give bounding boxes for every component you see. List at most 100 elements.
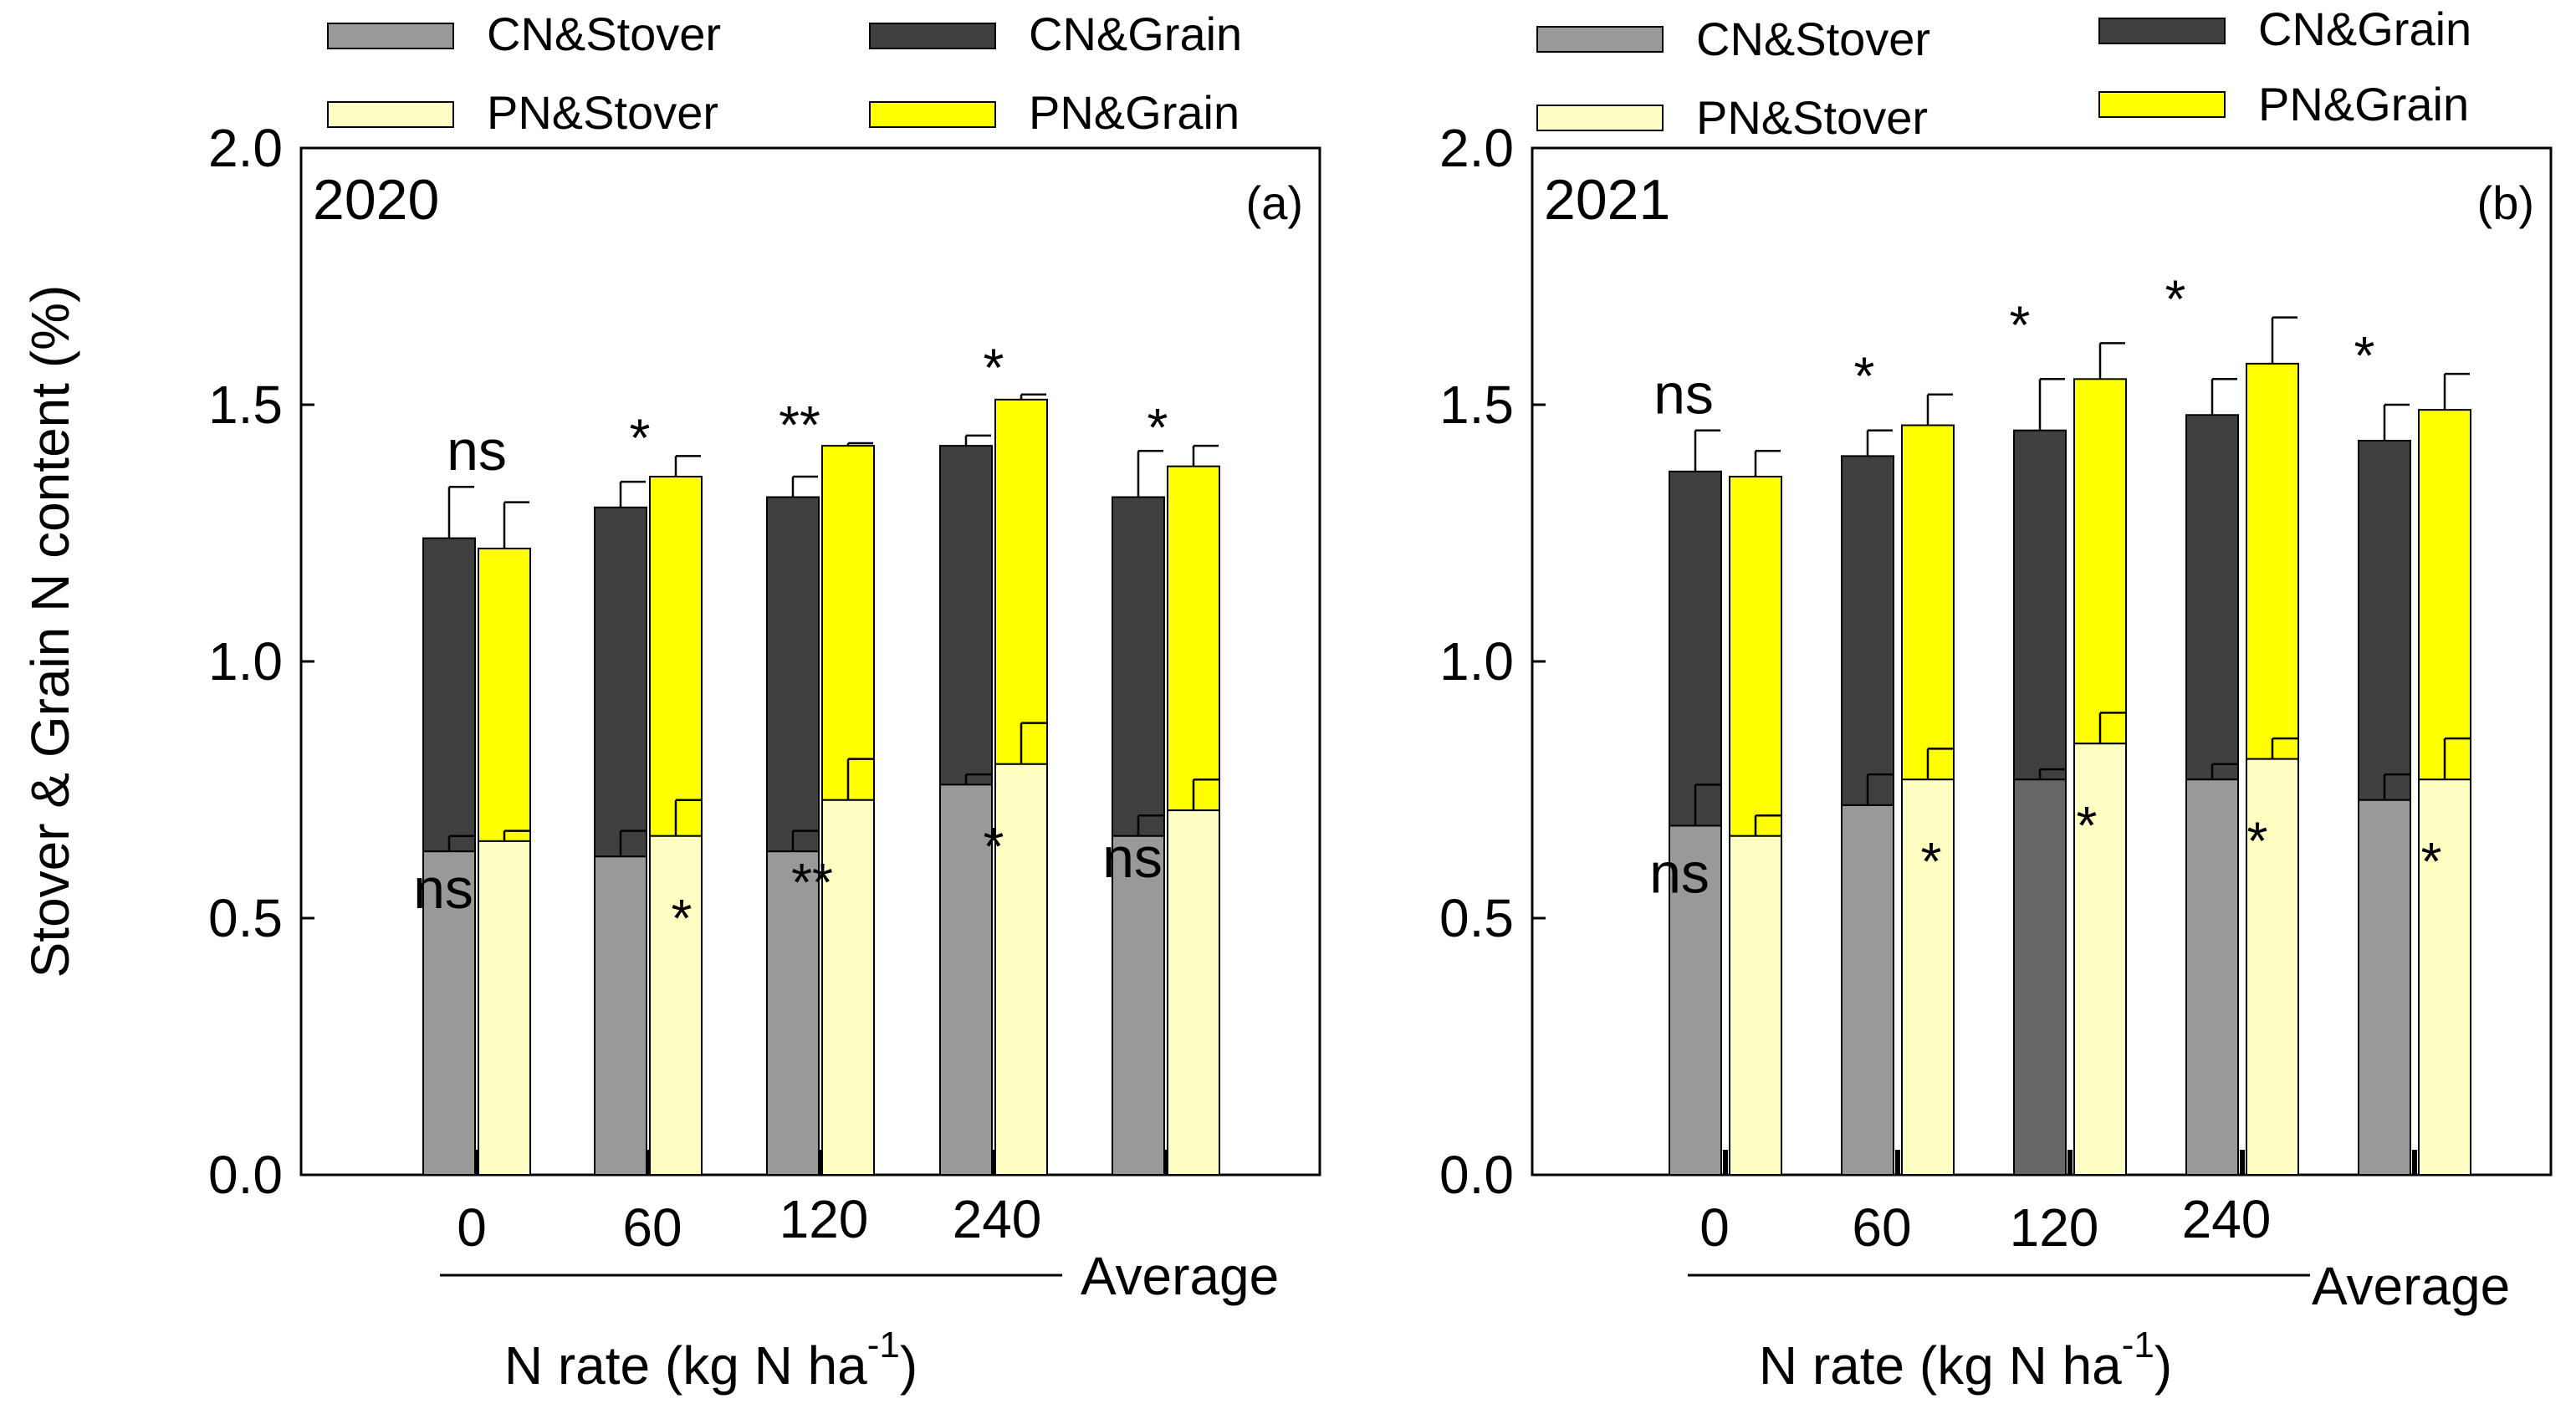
legend-label-pn-stover: PN&Stover [487, 86, 718, 139]
bar-cn-grain [594, 506, 647, 858]
x-tick [2067, 1150, 2073, 1175]
legend-swatch-pn-stover [327, 101, 454, 128]
x-tick-label: 120 [2010, 1197, 2099, 1258]
x-tick-label: 0 [1699, 1197, 1730, 1258]
bar-pn-stover [1167, 809, 1220, 1176]
panel-label: (b) [2477, 176, 2534, 229]
bar-pn-grain [1729, 475, 1782, 837]
y-tick-label: 0.5 [1439, 888, 1514, 948]
bar-cn-grain [766, 496, 820, 853]
y-tick-label: 0.0 [1439, 1145, 1514, 1205]
y-tick-label: 0.5 [208, 888, 283, 948]
stover-significance: ns [413, 857, 473, 921]
legend-label-pn-grain: PN&Grain [2258, 78, 2469, 130]
legend-2020: CN&Stover CN&Grain PN&Stover PN&Grain [327, 8, 1242, 139]
panel-2020: CN&Stover CN&Grain PN&Stover PN&Grain 20… [208, 8, 1321, 1396]
bar-pn-grain [478, 547, 531, 842]
x-average-label: Average [1081, 1246, 1279, 1306]
stover-significance: * [984, 816, 1004, 876]
bar-cn-stover [766, 850, 820, 1176]
bar-pn-stover [649, 835, 703, 1176]
bar-cn-grain [2013, 429, 2067, 781]
grain-significance: ns [1653, 363, 1714, 426]
bar-cn-grain [1112, 496, 1165, 837]
bar-cn-grain [939, 445, 993, 786]
x-tick [1163, 1150, 1168, 1175]
bar-pn-stover [478, 840, 531, 1177]
bar-cn-grain [2185, 414, 2239, 781]
grain-significance: * [984, 338, 1004, 398]
grain-significance: ** [779, 395, 820, 455]
grain-significance: ns [447, 419, 507, 482]
stover-significance: * [2421, 831, 2442, 891]
bar-pn-stover [994, 763, 1048, 1176]
x-tick [2240, 1150, 2245, 1175]
bar-cn-stover [2185, 778, 2239, 1176]
x-tick [1895, 1150, 1900, 1175]
stover-significance: * [2247, 811, 2268, 871]
y-tick-label: 1.0 [1439, 631, 1514, 692]
grain-significance: * [2165, 269, 2186, 329]
bar-pn-grain [649, 475, 703, 837]
bar-cn-stover [594, 855, 647, 1176]
panel-2021: CN&Stover CN&Grain PN&Stover PN&Grain 20… [1439, 3, 2553, 1396]
bar-cn-stover [1669, 824, 1722, 1176]
bar-cn-stover [2013, 778, 2067, 1176]
bar-pn-stover [1729, 835, 1782, 1176]
bar-pn-grain [1167, 465, 1220, 812]
grain-significance: * [630, 407, 651, 467]
legend-label-pn-grain: PN&Grain [1029, 86, 1239, 139]
grain-significance: * [2010, 294, 2031, 355]
panel-year: 2021 [1544, 168, 1670, 232]
x-tick-label: 240 [953, 1189, 1042, 1249]
x-tick-label: 120 [779, 1189, 869, 1249]
bar-pn-stover [821, 799, 875, 1177]
legend-label-cn-stover: CN&Stover [487, 8, 721, 60]
legend-swatch-cn-stover [327, 23, 454, 49]
stover-significance: ns [1649, 841, 1710, 905]
legend-2021: CN&Stover CN&Grain PN&Stover PN&Grain [1536, 3, 2471, 144]
bar-cn-grain [1669, 470, 1722, 827]
bar-pn-stover [1901, 778, 1955, 1176]
x-tick [474, 1150, 479, 1175]
x-tick-label: 60 [1852, 1197, 1911, 1258]
bar-cn-stover [1841, 804, 1894, 1176]
legend-swatch-cn-grain [869, 23, 996, 49]
bar-pn-grain [2246, 362, 2299, 760]
bar-pn-grain [2073, 378, 2127, 745]
legend-label-pn-stover: PN&Stover [1696, 91, 1928, 144]
panel-label: (a) [1246, 176, 1303, 229]
x-tick [646, 1150, 651, 1175]
x-axis-label: N rate (kg N ha-1) [504, 1325, 917, 1396]
legend-label-cn-grain: CN&Grain [2258, 3, 2471, 55]
x-axis-label: N rate (kg N ha-1) [1759, 1325, 2172, 1396]
stover-significance: * [2077, 795, 2098, 855]
y-tick-label: 2.0 [208, 118, 283, 178]
bar-cn-grain [1841, 455, 1894, 806]
x-tick [1723, 1150, 1728, 1175]
grain-significance: * [1147, 397, 1168, 457]
bar-cn-grain [422, 537, 476, 853]
y-tick-label: 1.5 [1439, 375, 1514, 435]
stover-significance: ** [791, 852, 833, 912]
y-axis-label: Stover & Grain N content (%) [20, 285, 80, 978]
y-tick-label: 1.0 [208, 631, 283, 692]
stover-significance: * [672, 888, 693, 948]
bar-pn-stover [2073, 743, 2127, 1176]
bar-cn-stover [939, 784, 993, 1176]
grain-significance: * [1854, 346, 1875, 406]
legend-label-cn-grain: CN&Grain [1029, 8, 1242, 60]
panel-year: 2020 [313, 168, 439, 232]
x-tick [818, 1150, 823, 1175]
legend-swatch-pn-grain [869, 101, 996, 128]
y-tick-label: 2.0 [1439, 118, 1514, 178]
stover-significance: ns [1102, 826, 1163, 890]
stover-significance: * [1921, 831, 1942, 891]
legend-swatch-pn-grain [2098, 91, 2226, 118]
bar-pn-grain [821, 445, 875, 801]
bar-pn-stover [2246, 758, 2299, 1176]
y-tick-label: 1.5 [208, 375, 283, 435]
x-tick [2412, 1150, 2417, 1175]
x-tick-label: 240 [2182, 1189, 2272, 1249]
